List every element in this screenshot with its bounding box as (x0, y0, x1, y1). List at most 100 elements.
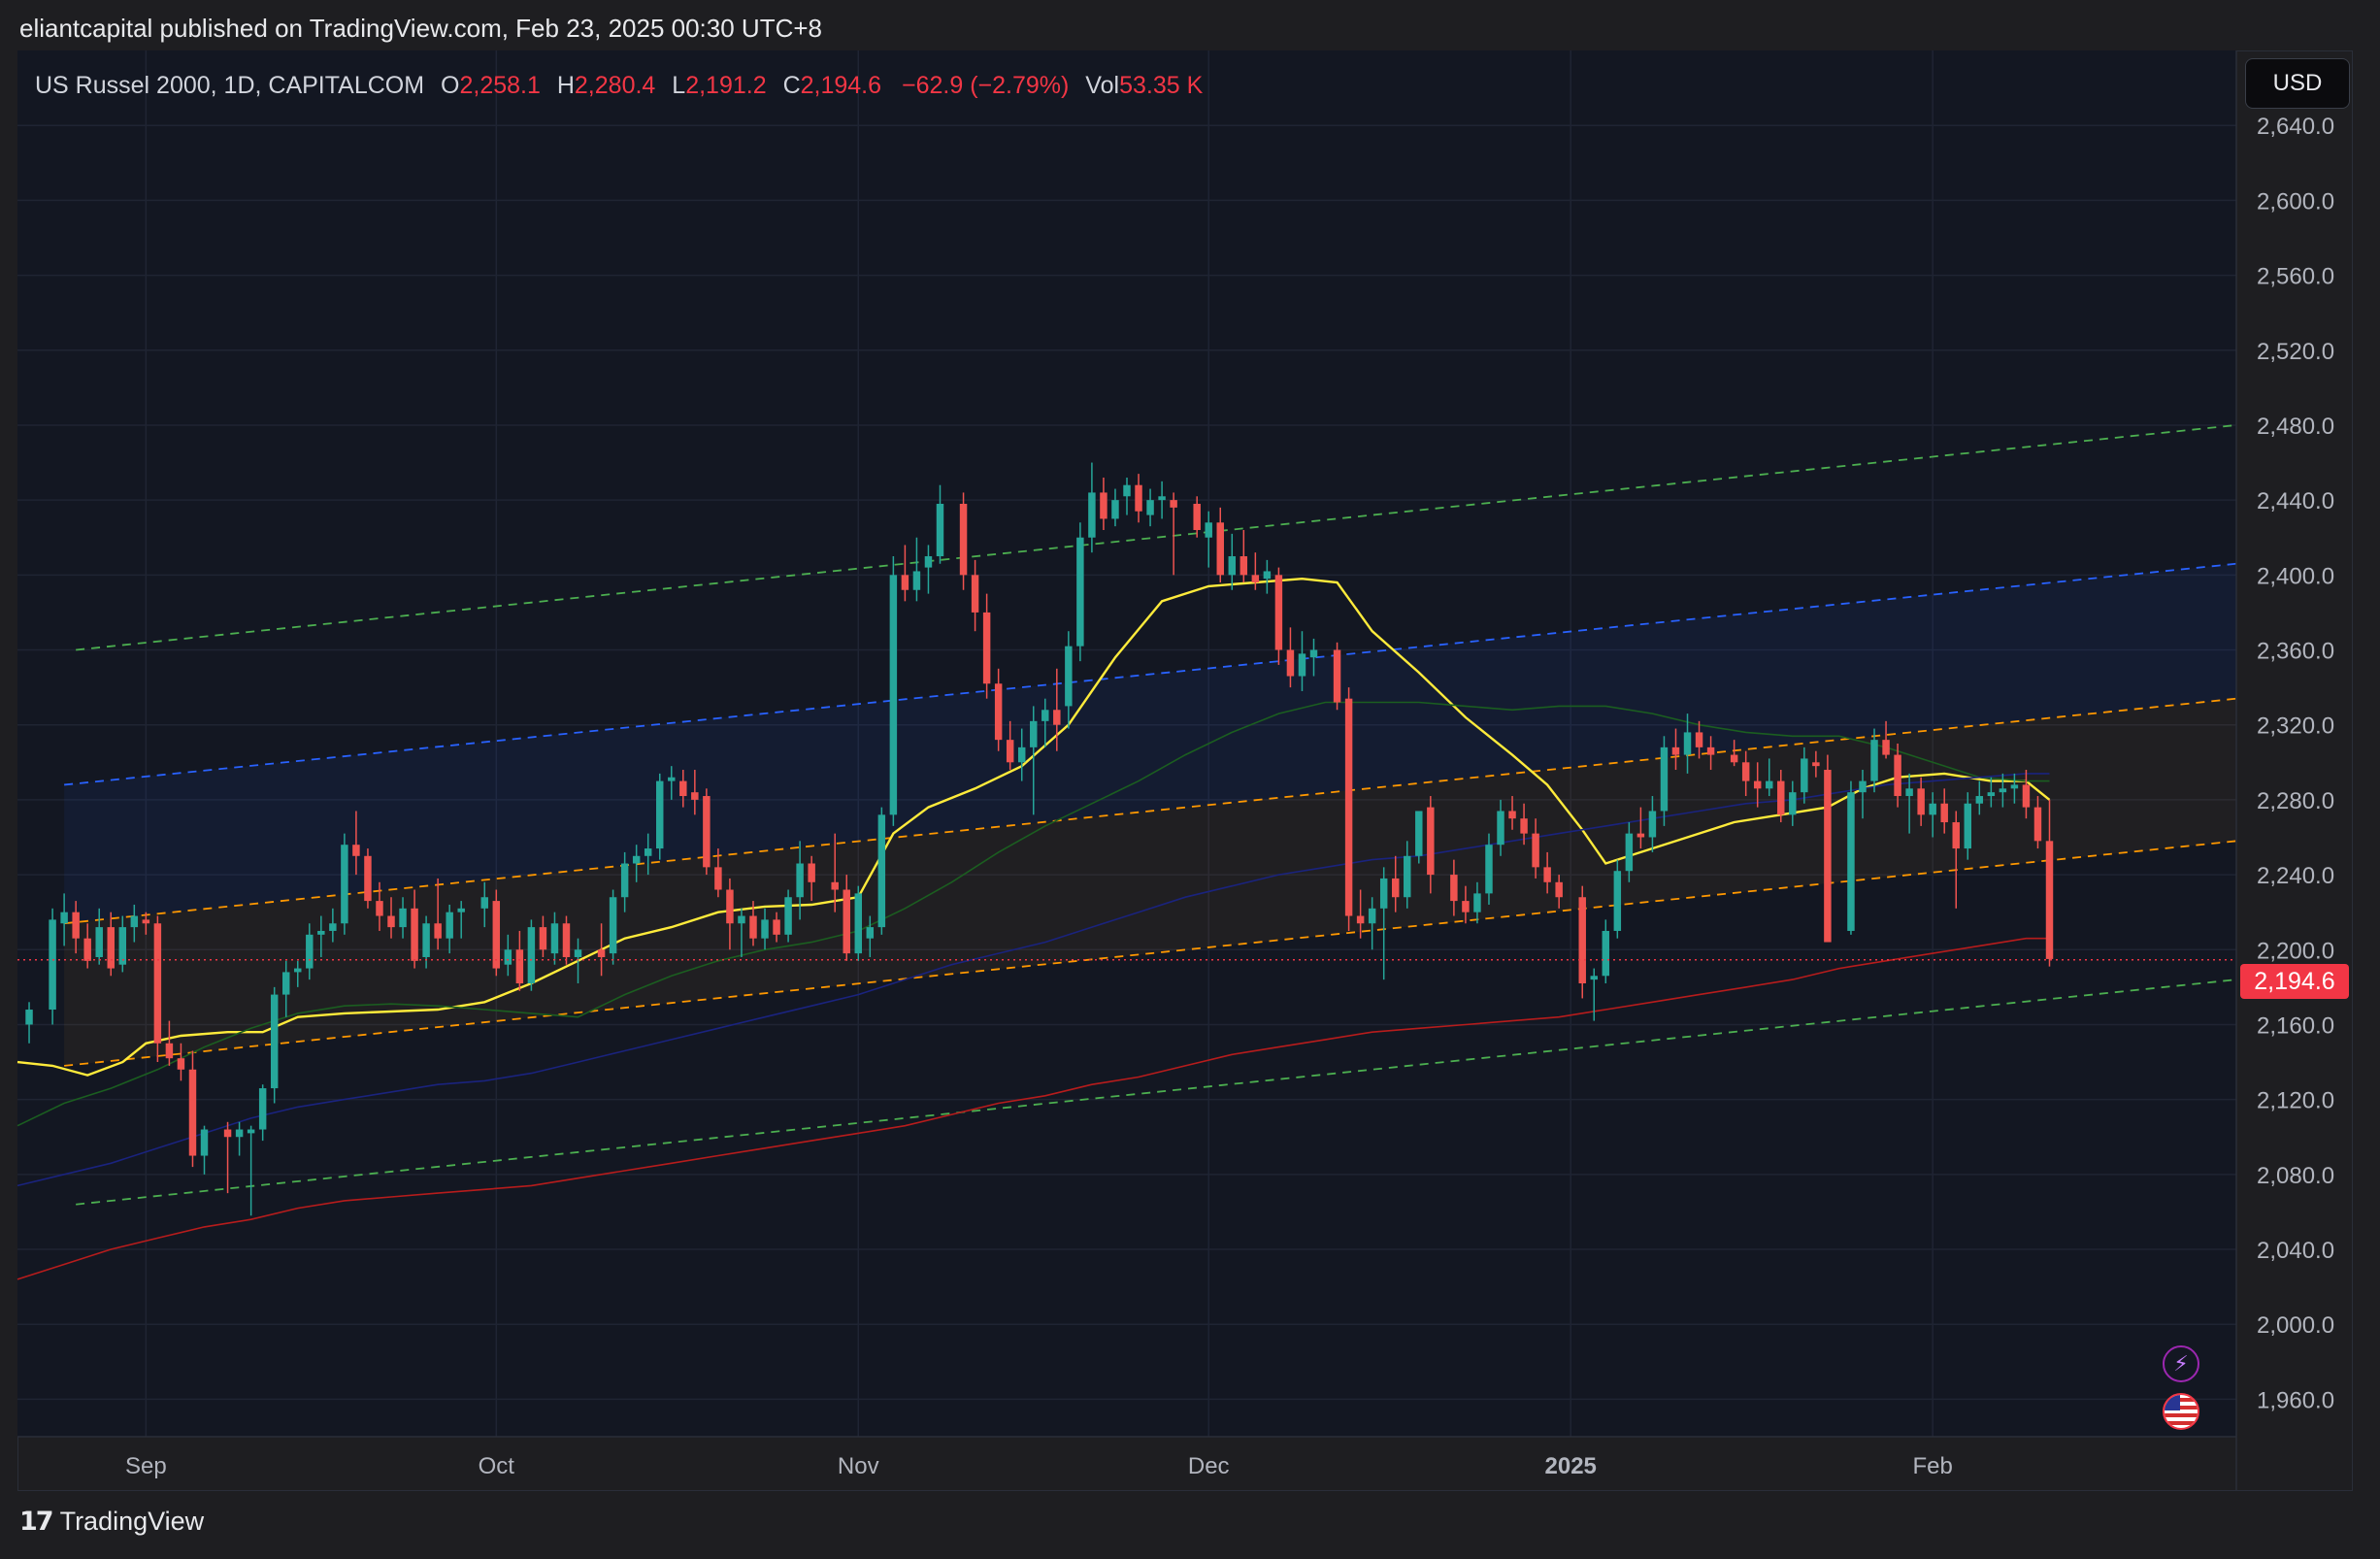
volume-value: 53.35 K (1119, 72, 1204, 99)
candle (1870, 728, 1878, 793)
candle-body (1006, 740, 1014, 763)
candle-body (434, 923, 442, 939)
candle-body (200, 1129, 209, 1156)
bolt-icon[interactable]: ⚡ (2163, 1345, 2199, 1382)
candle (1404, 841, 1411, 909)
y-tick-label: 2,120.0 (2257, 1088, 2334, 1114)
candle-body (668, 777, 676, 781)
candle (912, 537, 921, 602)
candle (562, 915, 571, 965)
candle-body (1590, 976, 1598, 980)
currency-button[interactable]: USD (2245, 58, 2350, 109)
candle-body (936, 503, 944, 557)
candle-body (574, 949, 582, 957)
candle-body (1333, 649, 1341, 703)
candle-body (679, 780, 687, 797)
candle-body (1929, 803, 1936, 815)
candle-body (247, 1129, 255, 1134)
candle (95, 908, 103, 965)
candle-body (1193, 503, 1201, 531)
candle (1298, 631, 1306, 691)
candle-body (1309, 649, 1318, 658)
candle-body (235, 1129, 244, 1138)
candle-body (1894, 754, 1901, 797)
candle-body (1555, 881, 1563, 898)
candle (1683, 713, 1692, 774)
candle-body (130, 915, 139, 928)
candle (1427, 796, 1435, 894)
candle-body (1170, 500, 1177, 508)
candle-body (994, 683, 1003, 741)
sma-blue (17, 773, 2050, 1187)
candle-body (1905, 788, 1913, 797)
tradingview-mark-icon: 𝟭𝟳 (19, 1507, 54, 1536)
candle (2022, 770, 2031, 819)
candle-body (1625, 833, 1634, 872)
candle (726, 878, 734, 950)
candle (644, 833, 652, 876)
candle (49, 908, 56, 1025)
ohlc-legend: US Russel 2000, 1D, CAPITALCOM O2,258.1 … (35, 72, 1203, 100)
candle (1741, 750, 1750, 797)
candle-body (457, 908, 465, 912)
y-tick-label: 2,000.0 (2257, 1312, 2334, 1339)
candle (539, 915, 547, 957)
last-price-badge: 2,194.6 (2240, 964, 2349, 999)
candle-body (1975, 796, 1984, 804)
candle-body (924, 556, 933, 568)
candle (889, 556, 898, 826)
candle-body (1251, 575, 1260, 583)
candle-body (632, 855, 641, 864)
candle (153, 915, 162, 1063)
candle (1379, 867, 1388, 980)
candle (1532, 818, 1539, 879)
candle-body (1088, 492, 1096, 538)
candle-body (422, 923, 430, 957)
candle (492, 889, 501, 977)
y-tick-label: 2,040.0 (2257, 1238, 2334, 1264)
sma-green (17, 701, 2050, 1127)
candle (1030, 706, 1038, 815)
candle-body (1801, 758, 1808, 793)
candle-body (726, 889, 734, 924)
candle (714, 848, 722, 898)
candle-body (620, 863, 629, 898)
candle (1730, 740, 1738, 767)
low-value: 2,191.2 (685, 72, 767, 99)
candle (1636, 807, 1645, 849)
candle (1824, 754, 1832, 943)
candle-body (1404, 855, 1411, 898)
candle-body (317, 930, 325, 935)
candle-body (1683, 732, 1692, 755)
candle (994, 668, 1003, 751)
candle (808, 855, 815, 902)
candle-body (515, 949, 524, 984)
candle (434, 878, 442, 950)
y-tick-label: 2,240.0 (2257, 863, 2334, 889)
candle-body (1753, 780, 1762, 789)
us-flag-icon[interactable] (2163, 1393, 2199, 1430)
candle (329, 908, 337, 943)
candle (1602, 919, 1610, 984)
x-tick-label: Feb (1912, 1453, 1952, 1479)
candle (959, 492, 968, 590)
tradingview-logo[interactable]: 𝟭𝟳 TradingView (19, 1507, 204, 1537)
candle-body (877, 814, 886, 928)
candle-body (1135, 484, 1142, 512)
candle (1812, 750, 1820, 778)
open-value: 2,258.1 (459, 72, 541, 99)
candle (2010, 773, 2019, 804)
candle (1543, 851, 1551, 894)
candle (223, 1121, 232, 1194)
candle (1847, 780, 1855, 935)
candle (1274, 567, 1283, 665)
candle-body (364, 855, 372, 902)
candle-body (1812, 762, 1820, 767)
candle-body (1228, 556, 1237, 576)
candle-body (539, 927, 547, 950)
candle (1391, 855, 1400, 912)
open-label: O (441, 72, 460, 99)
candle-body (550, 923, 559, 954)
volume-label: Vol (1085, 72, 1120, 99)
